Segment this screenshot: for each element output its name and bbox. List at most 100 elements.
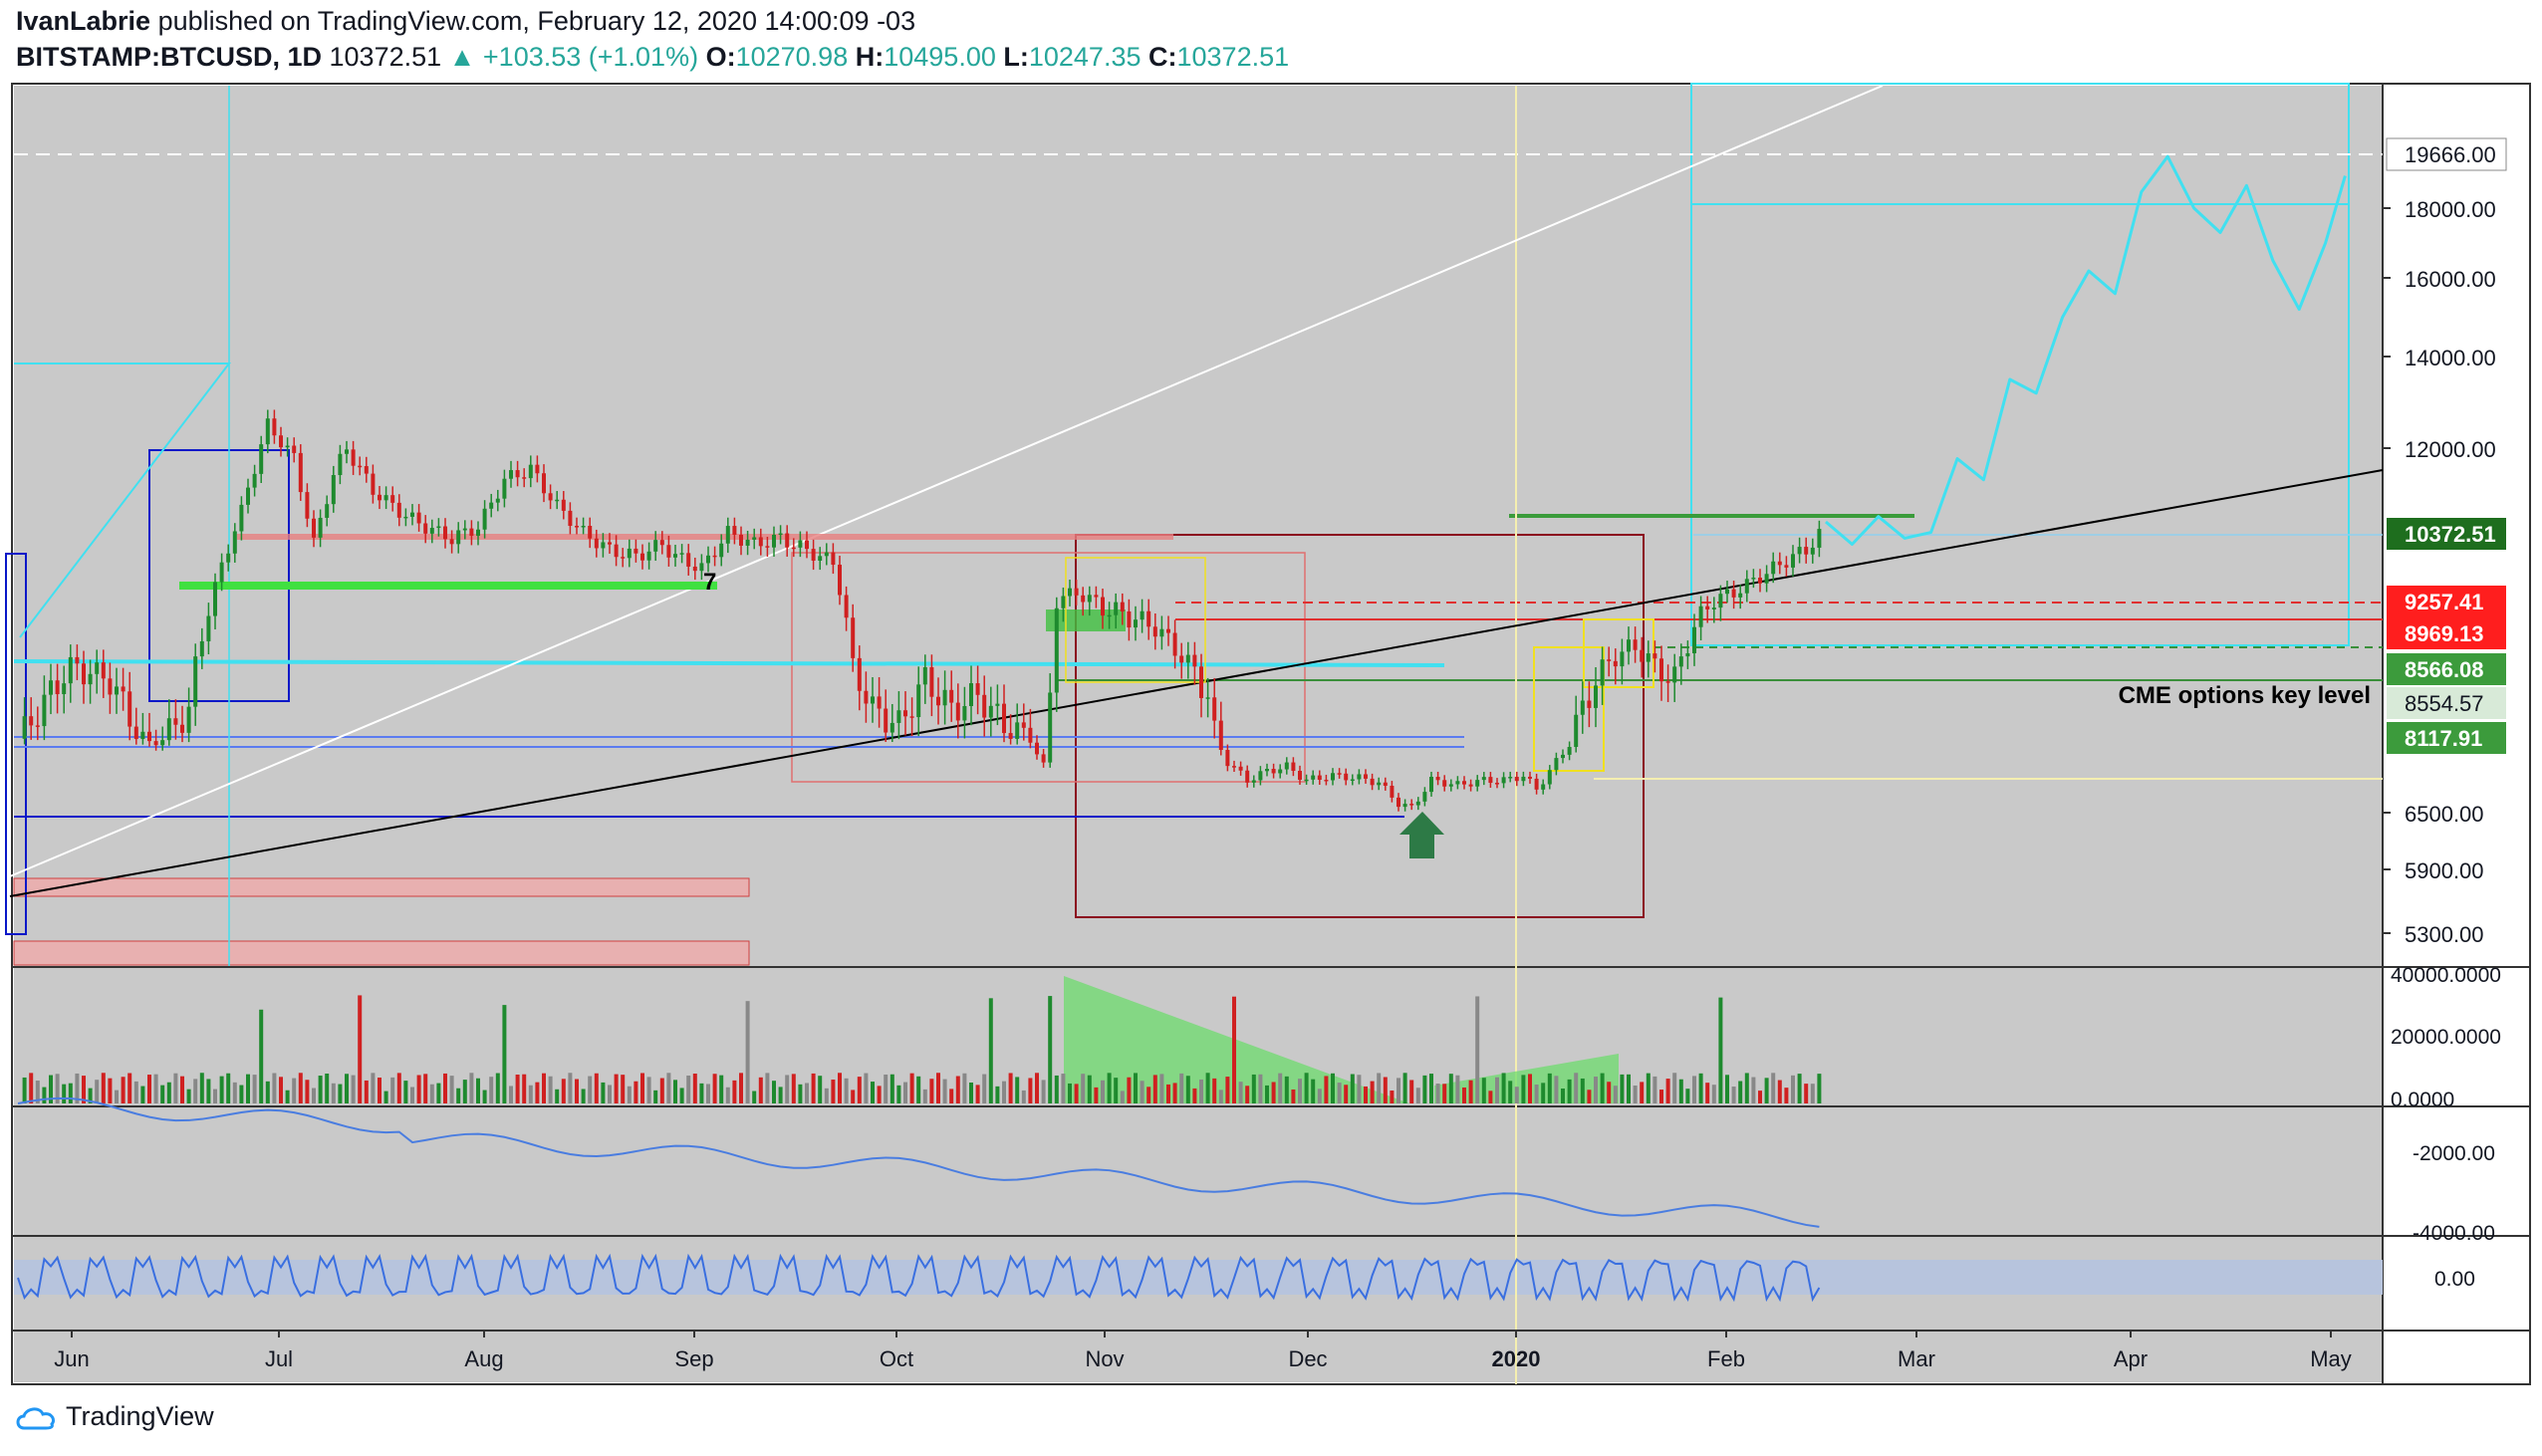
- candle-body: [265, 418, 270, 445]
- candle-body: [1725, 589, 1729, 595]
- volume-bar: [1698, 1073, 1703, 1103]
- candle-body: [621, 557, 626, 559]
- volume-bar: [42, 1087, 47, 1103]
- volume-bar: [449, 1076, 454, 1103]
- volume-bar: [1278, 1073, 1283, 1103]
- volume-bar: [1238, 1082, 1243, 1103]
- volume-bar: [219, 1076, 224, 1103]
- tradingview-logo[interactable]: TradingView: [14, 1401, 214, 1432]
- volume-bar: [896, 1085, 901, 1103]
- volume-bar: [1429, 1074, 1433, 1103]
- candle-body: [982, 694, 987, 718]
- candle-body: [1159, 628, 1164, 637]
- candle-body: [62, 683, 67, 694]
- volume-bar: [1298, 1079, 1302, 1103]
- candle-body: [509, 470, 513, 479]
- candle-body: [1364, 774, 1368, 779]
- volume-bar: [1317, 1089, 1322, 1103]
- candle-body: [719, 543, 724, 558]
- candle-body: [515, 470, 520, 478]
- volume-bar: [1567, 1079, 1572, 1103]
- candle-body: [1705, 606, 1710, 609]
- box-drawing: [1583, 618, 1654, 688]
- candle-body: [239, 504, 244, 532]
- volume-bar: [955, 1076, 960, 1103]
- projection-path: [1825, 154, 2347, 547]
- volume-bar: [160, 1085, 165, 1103]
- candle-body: [285, 445, 290, 448]
- volume-bar: [1324, 1076, 1329, 1103]
- volume-bar: [1455, 1075, 1460, 1103]
- volume-bar: [1166, 1084, 1170, 1103]
- candle-body: [634, 548, 638, 554]
- candle-body: [903, 710, 907, 717]
- candle-body: [1146, 610, 1151, 627]
- candle-body: [1021, 722, 1026, 728]
- candle-body: [1665, 681, 1670, 683]
- time-axis[interactable]: Jun Jul Aug Sep Oct Nov Dec 2020 Feb Mar Apr May: [54, 1330, 2352, 1371]
- candle-body: [82, 663, 86, 685]
- volume-bar: [699, 1083, 704, 1103]
- volume-bar: [1501, 1073, 1506, 1103]
- volume-bar: [351, 1075, 356, 1103]
- change-value: +103.53 (+1.01%): [482, 42, 699, 72]
- candle-body: [1422, 792, 1427, 802]
- price-label: 10372.51: [2405, 522, 2496, 547]
- box-drawing: [5, 553, 27, 935]
- candle-body: [646, 551, 651, 561]
- volume-bar: [180, 1076, 184, 1103]
- trend-line: [14, 363, 232, 638]
- volume-bar: [1640, 1082, 1645, 1103]
- candle-body: [798, 540, 803, 548]
- volume-bar: [1659, 1090, 1663, 1103]
- candle-body: [955, 702, 960, 721]
- candle-body: [1514, 777, 1519, 782]
- candle-body: [1311, 775, 1316, 780]
- volume-bar: [1331, 1073, 1335, 1103]
- symbol-label[interactable]: BITSTAMP:BTCUSD, 1D: [16, 42, 322, 72]
- price-tick-label: 5300.00: [2405, 922, 2484, 947]
- volume-bar: [115, 1090, 119, 1103]
- volume-bar: [1744, 1073, 1749, 1103]
- author-name[interactable]: IvanLabrie: [16, 6, 151, 36]
- volume-bar: [692, 1074, 697, 1103]
- candle-body: [765, 546, 770, 548]
- candle-body: [1646, 653, 1651, 662]
- volume-bar: [568, 1073, 573, 1103]
- publish-info: IvanLabrie published on TradingView.com,…: [16, 6, 915, 37]
- volume-bar: [1107, 1073, 1112, 1103]
- candle-body: [1797, 547, 1802, 555]
- candle-body: [351, 449, 356, 466]
- volume-bar: [922, 1089, 927, 1103]
- candle-body: [673, 554, 677, 558]
- volume-bar: [535, 1082, 540, 1103]
- volume-bar: [1422, 1075, 1427, 1103]
- volume-bar: [1192, 1088, 1197, 1103]
- volume-bar: [206, 1079, 211, 1103]
- candle-body: [877, 696, 882, 709]
- candle-body: [831, 552, 836, 566]
- volume-bar: [929, 1079, 934, 1103]
- candle-body: [345, 449, 349, 454]
- volume-bar: [1350, 1074, 1355, 1103]
- volume-bar: [1488, 1091, 1493, 1103]
- candle-body: [35, 725, 40, 727]
- volume-bar: [1594, 1077, 1598, 1103]
- candle-body: [147, 731, 151, 742]
- candle-body: [1120, 602, 1125, 611]
- candle-body: [1711, 607, 1716, 609]
- box-drawing: [1533, 646, 1605, 772]
- price-axis[interactable]: 18000.00 16000.00 14000.00 12000.00 6500.00 5…: [2383, 137, 2507, 1291]
- volume-bar: [844, 1078, 849, 1103]
- volume-bar: [798, 1084, 803, 1103]
- volume-bar: [383, 1091, 388, 1103]
- volume-bar: [75, 1073, 80, 1103]
- candle-body: [1134, 619, 1138, 628]
- candle-body: [318, 517, 323, 538]
- candle-body: [1751, 578, 1756, 580]
- volume-bar: [226, 1073, 231, 1103]
- volume-bar: [969, 1082, 973, 1103]
- candle-body: [818, 556, 823, 561]
- up-arrow-icon: [1409, 832, 1434, 858]
